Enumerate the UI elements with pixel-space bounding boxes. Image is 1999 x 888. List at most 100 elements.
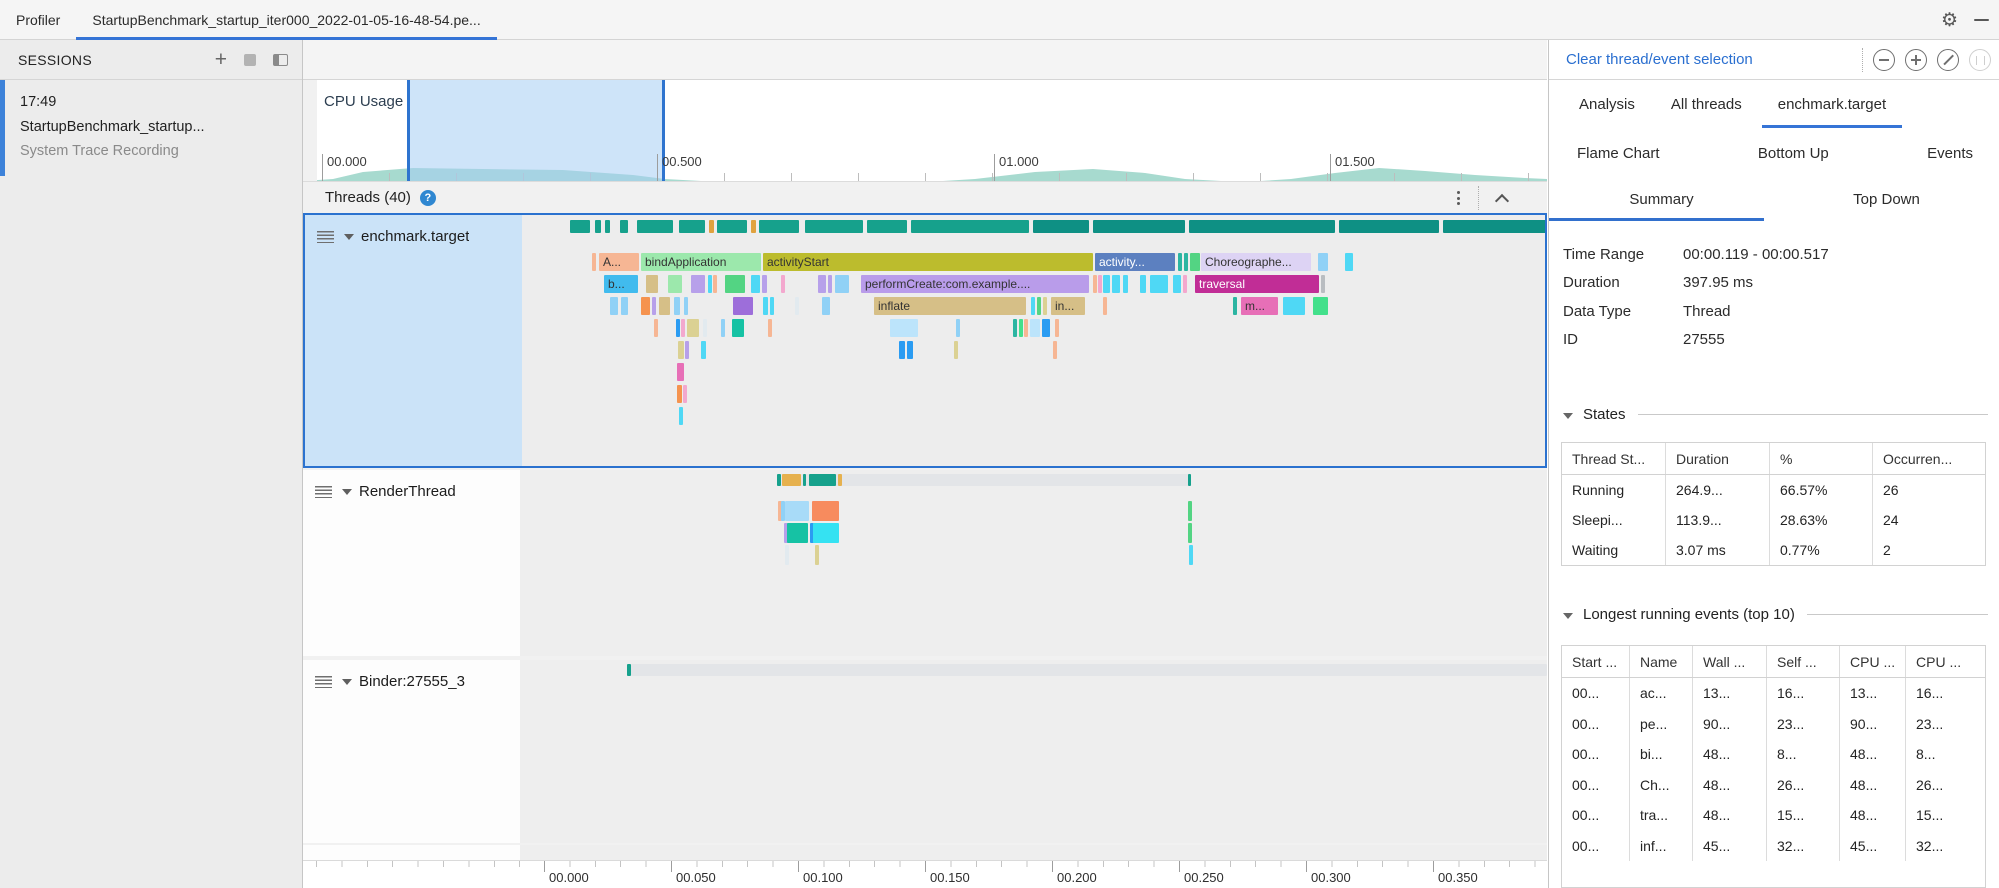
tab-events[interactable]: Events bbox=[1927, 144, 1973, 162]
trace-span[interactable] bbox=[703, 319, 707, 337]
trace-span[interactable] bbox=[592, 253, 596, 271]
stop-recording-icon[interactable] bbox=[244, 53, 256, 66]
zoom-in-button[interactable] bbox=[1905, 49, 1927, 71]
trace-span[interactable]: inflate bbox=[874, 297, 1026, 315]
trace-span[interactable] bbox=[678, 341, 684, 359]
trace-span[interactable] bbox=[725, 275, 745, 293]
zoom-out-button[interactable] bbox=[1873, 49, 1895, 71]
trace-span[interactable] bbox=[1103, 275, 1110, 293]
trace-span[interactable]: m... bbox=[1241, 297, 1278, 315]
trace-span[interactable] bbox=[732, 319, 744, 337]
trace-span[interactable] bbox=[784, 523, 788, 543]
trace-span[interactable] bbox=[1189, 545, 1193, 565]
app-tab[interactable]: StartupBenchmark_startup_iter000_2022-01… bbox=[76, 0, 498, 40]
trace-span[interactable] bbox=[1019, 319, 1023, 337]
trace-span[interactable] bbox=[713, 275, 717, 293]
trace-span[interactable] bbox=[1093, 275, 1097, 293]
trace-span[interactable] bbox=[676, 319, 680, 337]
more-options-icon[interactable] bbox=[1457, 191, 1460, 205]
trace-span[interactable] bbox=[815, 545, 819, 565]
trace-span[interactable] bbox=[681, 319, 685, 337]
thread-row[interactable]: A... bindApplication activityStart activity… bbox=[303, 213, 1547, 468]
trace-span[interactable] bbox=[1123, 275, 1128, 293]
trace-span[interactable] bbox=[677, 385, 682, 403]
trace-span[interactable] bbox=[899, 341, 905, 359]
trace-span[interactable] bbox=[768, 319, 772, 337]
trace-span[interactable] bbox=[1042, 319, 1050, 337]
trace-span[interactable] bbox=[907, 341, 913, 359]
table-row[interactable]: 00... Ch... 48... 26... 48... 26... bbox=[1562, 769, 1985, 800]
trace-span[interactable]: bindApplication bbox=[641, 253, 761, 271]
trace-span[interactable] bbox=[1188, 501, 1192, 521]
trace-span[interactable] bbox=[621, 297, 628, 315]
trace-span[interactable] bbox=[810, 523, 814, 543]
column-header[interactable]: Name bbox=[1629, 646, 1692, 677]
column-header[interactable]: Occurren... bbox=[1872, 443, 1985, 474]
thread-label[interactable]: RenderThread bbox=[303, 470, 520, 656]
trace-span[interactable] bbox=[659, 297, 670, 315]
trace-span[interactable] bbox=[1055, 319, 1059, 337]
trace-span[interactable] bbox=[1098, 275, 1102, 293]
trace-span[interactable] bbox=[1031, 297, 1035, 315]
trace-span[interactable] bbox=[813, 523, 839, 543]
trace-span[interactable] bbox=[654, 319, 658, 337]
trace-span[interactable] bbox=[818, 275, 826, 293]
column-header[interactable]: Wall ... bbox=[1692, 646, 1766, 677]
trace-span[interactable] bbox=[701, 341, 706, 359]
tab-enchmark-target[interactable]: enchmark.target bbox=[1760, 80, 1904, 128]
thread-row[interactable]: RenderThread bbox=[303, 470, 1547, 656]
trace-span[interactable] bbox=[1184, 253, 1188, 271]
trace-span[interactable] bbox=[674, 297, 680, 315]
column-header[interactable]: % bbox=[1769, 443, 1872, 474]
trace-span[interactable] bbox=[684, 297, 688, 315]
gear-icon[interactable]: ⚙ bbox=[1940, 9, 1958, 31]
trace-span[interactable] bbox=[1024, 319, 1028, 337]
trace-span[interactable] bbox=[1190, 253, 1200, 271]
trace-span[interactable] bbox=[685, 341, 689, 359]
trace-span[interactable] bbox=[691, 275, 705, 293]
column-header[interactable]: Duration bbox=[1665, 443, 1769, 474]
table-row[interactable]: Running 264.9... 66.57% 26 bbox=[1562, 475, 1985, 505]
session-item[interactable]: 17:49 StartupBenchmark_startup... System… bbox=[0, 80, 302, 176]
states-section-title[interactable]: States bbox=[1561, 406, 1988, 423]
trace-span[interactable] bbox=[787, 523, 808, 543]
trace-span[interactable]: in... bbox=[1051, 297, 1085, 315]
minimize-icon[interactable] bbox=[1974, 19, 1989, 21]
trace-span[interactable] bbox=[835, 275, 849, 293]
table-row[interactable]: 00... bi... 48... 8... 48... 8... bbox=[1562, 739, 1985, 770]
expand-triangle-icon[interactable] bbox=[342, 489, 352, 495]
trace-span[interactable] bbox=[785, 545, 789, 565]
trace-span[interactable] bbox=[610, 297, 618, 315]
reset-zoom-button[interactable] bbox=[1937, 49, 1959, 71]
trace-span[interactable] bbox=[679, 407, 683, 425]
tab-bottom-up[interactable]: Bottom Up bbox=[1757, 144, 1829, 162]
trace-span[interactable] bbox=[781, 501, 785, 521]
drag-handle-icon[interactable] bbox=[315, 676, 332, 688]
trace-span[interactable] bbox=[1183, 275, 1187, 293]
trace-span[interactable] bbox=[677, 363, 684, 381]
table-row[interactable]: Waiting 3.07 ms 0.77% 2 bbox=[1562, 535, 1985, 565]
table-row[interactable]: 00... inf... 45... 32... 45... 32... bbox=[1562, 830, 1985, 861]
tab-top-down[interactable]: Top Down bbox=[1853, 190, 1920, 208]
trace-span[interactable] bbox=[770, 297, 774, 315]
trace-span[interactable] bbox=[763, 297, 768, 315]
thread-row[interactable]: Binder:27555_3 bbox=[303, 660, 1547, 843]
column-header[interactable]: Thread St... bbox=[1572, 450, 1646, 467]
thread-label[interactable]: enchmark.target bbox=[305, 215, 522, 466]
trace-span[interactable] bbox=[1321, 275, 1325, 293]
trace-span[interactable] bbox=[785, 501, 809, 521]
trace-span[interactable] bbox=[1043, 297, 1047, 315]
tab-all-threads[interactable]: All threads bbox=[1670, 95, 1742, 113]
trace-span[interactable] bbox=[954, 341, 958, 359]
trace-span[interactable] bbox=[956, 319, 960, 337]
trace-span[interactable] bbox=[708, 275, 712, 293]
help-icon[interactable]: ? bbox=[419, 189, 436, 206]
expand-triangle-icon[interactable] bbox=[344, 234, 354, 240]
trace-span[interactable] bbox=[1188, 523, 1192, 543]
trace-span[interactable] bbox=[721, 319, 725, 337]
trace-span[interactable] bbox=[1173, 275, 1181, 293]
collapse-threads-icon[interactable] bbox=[1494, 193, 1510, 208]
table-row[interactable]: 00... pe... 90... 23... 90... 23... bbox=[1562, 708, 1985, 739]
zoom-to-selection-button[interactable] bbox=[1969, 49, 1991, 71]
column-header[interactable]: Start ... bbox=[1572, 653, 1618, 670]
